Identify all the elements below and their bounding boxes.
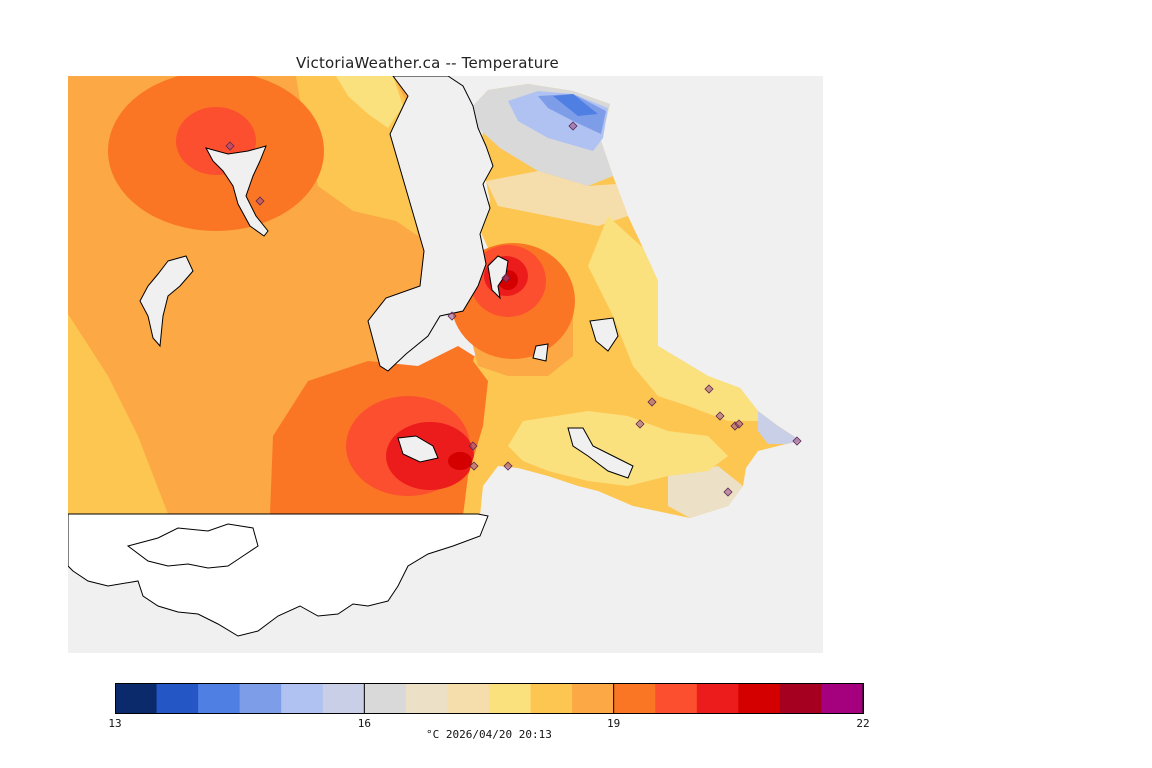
station-3-marker — [568, 121, 578, 131]
legend-swatch-4 — [239, 683, 282, 714]
legend-swatch-16 — [738, 683, 781, 714]
southern-island — [126, 523, 259, 569]
color-legend — [115, 683, 864, 714]
lakes — [139, 145, 634, 479]
legend-swatch-6 — [322, 683, 365, 714]
legend-caption: °C 2026/04/20 20:13 — [426, 728, 552, 741]
legend-swatch-5 — [281, 683, 324, 714]
station-16-marker — [792, 436, 802, 446]
legend-swatch-11 — [530, 683, 573, 714]
station-11-marker — [704, 384, 714, 394]
temperature-map — [68, 76, 823, 653]
station-5-marker — [447, 311, 457, 321]
station-2-marker — [255, 196, 265, 206]
legend-tick-label-4: 22 — [856, 717, 870, 730]
legend-swatch-2 — [156, 683, 199, 714]
station-9-marker — [647, 397, 657, 407]
legend-swatch-3 — [198, 683, 241, 714]
station-14-marker — [734, 419, 744, 429]
legend-swatch-12 — [572, 683, 615, 714]
map-title: VictoriaWeather.ca -- Temperature — [296, 54, 559, 72]
station-8-marker — [503, 461, 513, 471]
station-15-marker — [723, 487, 733, 497]
station-6-marker — [468, 441, 478, 451]
legend-tick-label-2: 16 — [357, 717, 371, 730]
legend-swatch-14 — [655, 683, 698, 714]
station-markers — [225, 121, 802, 497]
coastline — [367, 76, 509, 372]
station-7-marker — [469, 461, 479, 471]
eastern-land-temperature — [451, 84, 801, 518]
legend-swatch-8 — [405, 683, 448, 714]
legend-swatch-17 — [779, 683, 822, 714]
station-10-marker — [635, 419, 645, 429]
station-4-marker — [501, 273, 511, 283]
legend-swatch-13 — [613, 683, 656, 714]
legend-swatch-9 — [447, 683, 490, 714]
legend-tick-label-3: 19 — [607, 717, 621, 730]
station-1-marker — [225, 141, 235, 151]
legend-swatch-18 — [821, 683, 864, 714]
station-12-marker — [715, 411, 725, 421]
legend-swatch-10 — [489, 683, 532, 714]
legend-swatch-7 — [364, 683, 407, 714]
legend-swatch-1 — [115, 683, 158, 714]
legend-tick-label-1: 13 — [108, 717, 122, 730]
legend-swatch-15 — [696, 683, 739, 714]
